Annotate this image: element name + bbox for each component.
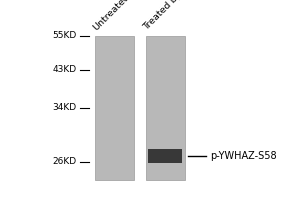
Text: Untreated: Untreated xyxy=(91,0,131,32)
Text: Treated by UV: Treated by UV xyxy=(142,0,196,32)
Text: 55KD: 55KD xyxy=(52,31,76,40)
Text: 43KD: 43KD xyxy=(52,66,76,74)
Bar xyxy=(146,36,184,180)
Text: 26KD: 26KD xyxy=(52,158,76,166)
Text: 34KD: 34KD xyxy=(52,104,76,112)
Bar xyxy=(94,36,134,180)
Bar xyxy=(148,149,182,163)
Text: p-YWHAZ-S58: p-YWHAZ-S58 xyxy=(210,151,277,161)
